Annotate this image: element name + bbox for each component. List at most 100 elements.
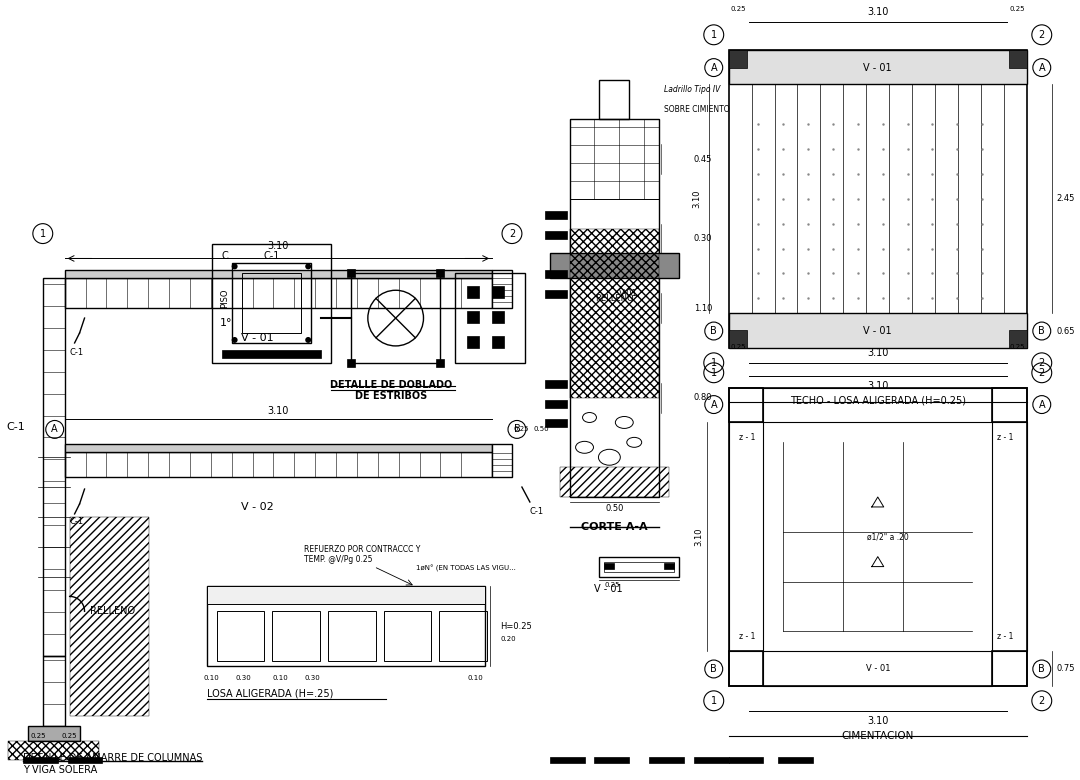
Text: 3.10: 3.10 <box>867 381 889 391</box>
Bar <box>8 740 99 760</box>
Text: 0.25: 0.25 <box>731 344 746 350</box>
Text: 0.25: 0.25 <box>605 582 620 587</box>
Text: 0.10: 0.10 <box>204 675 219 681</box>
Bar <box>729 388 1027 686</box>
Bar <box>729 50 1027 348</box>
Text: 1°: 1° <box>219 318 232 328</box>
Text: DETALLE DE DOBLADO
DE ESTRIBOS: DETALLE DE DOBLADO DE ESTRIBOS <box>329 380 451 402</box>
Text: 0.30: 0.30 <box>693 234 713 243</box>
Bar <box>351 273 441 363</box>
Text: 0.25: 0.25 <box>1009 344 1025 350</box>
Text: LOSA ALIGERADA (H=.25): LOSA ALIGERADA (H=.25) <box>206 689 333 699</box>
Text: 1: 1 <box>711 367 717 378</box>
Bar <box>65 445 492 452</box>
Text: B: B <box>711 664 717 674</box>
Bar <box>492 336 504 348</box>
Bar <box>594 757 630 764</box>
Bar <box>231 264 311 343</box>
Text: A: A <box>1039 399 1045 410</box>
Bar <box>729 423 764 651</box>
Text: 1: 1 <box>711 358 717 368</box>
Bar <box>729 50 1027 84</box>
Text: 0.65: 0.65 <box>1056 327 1076 335</box>
Bar <box>729 651 764 686</box>
Bar <box>65 452 492 477</box>
Text: Ladrillo Tipo IV: Ladrillo Tipo IV <box>664 85 720 94</box>
Bar <box>569 119 659 199</box>
Text: C-1: C-1 <box>6 423 25 432</box>
Text: C: C <box>221 251 229 261</box>
Bar <box>242 273 301 333</box>
Bar <box>492 286 504 298</box>
Bar <box>328 612 376 661</box>
Bar <box>569 119 659 497</box>
Text: 3.10: 3.10 <box>867 716 889 725</box>
Text: 3.10: 3.10 <box>694 527 703 546</box>
Text: C-1: C-1 <box>264 251 280 261</box>
Bar <box>693 757 729 764</box>
Text: 1: 1 <box>711 30 717 40</box>
Bar <box>764 388 993 423</box>
Text: 0.75: 0.75 <box>1056 665 1076 673</box>
Text: PISO: PISO <box>219 289 229 308</box>
Text: 2: 2 <box>509 229 515 239</box>
Text: RELLENO: RELLENO <box>595 294 634 303</box>
Text: 1.10: 1.10 <box>693 303 712 313</box>
Bar <box>436 269 444 278</box>
Text: 0.25: 0.25 <box>62 732 78 739</box>
Bar <box>550 757 584 764</box>
Bar <box>23 757 57 764</box>
Text: 3.10: 3.10 <box>867 348 889 358</box>
Text: V - 02: V - 02 <box>241 502 273 512</box>
Text: B: B <box>711 326 717 336</box>
Text: 2: 2 <box>1039 696 1045 706</box>
Text: 3.10: 3.10 <box>268 242 289 251</box>
Text: V - 01: V - 01 <box>863 326 892 336</box>
Bar <box>68 757 103 764</box>
Text: 0.25: 0.25 <box>30 732 45 739</box>
Text: z - 1: z - 1 <box>997 632 1013 640</box>
Text: 1øN° (EN TODAS LAS VIGU...: 1øN° (EN TODAS LAS VIGU... <box>416 565 515 573</box>
Bar <box>729 50 746 68</box>
Text: 1: 1 <box>40 229 45 239</box>
Text: TECHO - LOSA ALIGERADA (H=0.25): TECHO - LOSA ALIGERADA (H=0.25) <box>789 395 966 406</box>
Text: 2: 2 <box>1039 358 1045 368</box>
Circle shape <box>306 264 311 269</box>
Text: 0.25: 0.25 <box>514 427 529 432</box>
Text: z - 1: z - 1 <box>739 433 755 442</box>
Bar <box>649 757 684 764</box>
Bar <box>544 420 567 427</box>
Text: 0.25: 0.25 <box>1009 6 1025 12</box>
Circle shape <box>231 264 238 269</box>
Bar <box>43 656 65 725</box>
Text: 2.45: 2.45 <box>1056 194 1075 204</box>
Text: A: A <box>711 399 717 410</box>
Bar <box>664 562 674 569</box>
Text: C-1: C-1 <box>69 517 84 526</box>
Text: C-1: C-1 <box>530 507 544 516</box>
Text: 0.25: 0.25 <box>731 6 746 12</box>
Bar <box>544 399 567 408</box>
Bar <box>206 587 485 666</box>
Text: RELLENO: RELLENO <box>90 606 135 616</box>
Bar <box>272 612 320 661</box>
Bar <box>1009 50 1027 68</box>
Bar <box>43 278 65 656</box>
Text: V - 01: V - 01 <box>241 333 273 343</box>
Text: CIMENTACION: CIMENTACION <box>841 731 914 740</box>
Text: 3.10: 3.10 <box>867 7 889 17</box>
Bar <box>569 229 659 398</box>
Text: 0.30: 0.30 <box>235 675 252 681</box>
Text: 0.50: 0.50 <box>605 505 623 513</box>
Bar <box>605 562 615 569</box>
Text: A: A <box>711 62 717 73</box>
Text: 1: 1 <box>711 696 717 706</box>
Bar <box>65 278 492 308</box>
Bar <box>993 423 1027 651</box>
Bar <box>468 336 480 348</box>
Text: z - 1: z - 1 <box>997 433 1013 442</box>
Bar <box>729 313 1027 348</box>
Text: B: B <box>1038 326 1045 336</box>
Text: B: B <box>514 424 521 434</box>
Bar <box>544 290 567 298</box>
